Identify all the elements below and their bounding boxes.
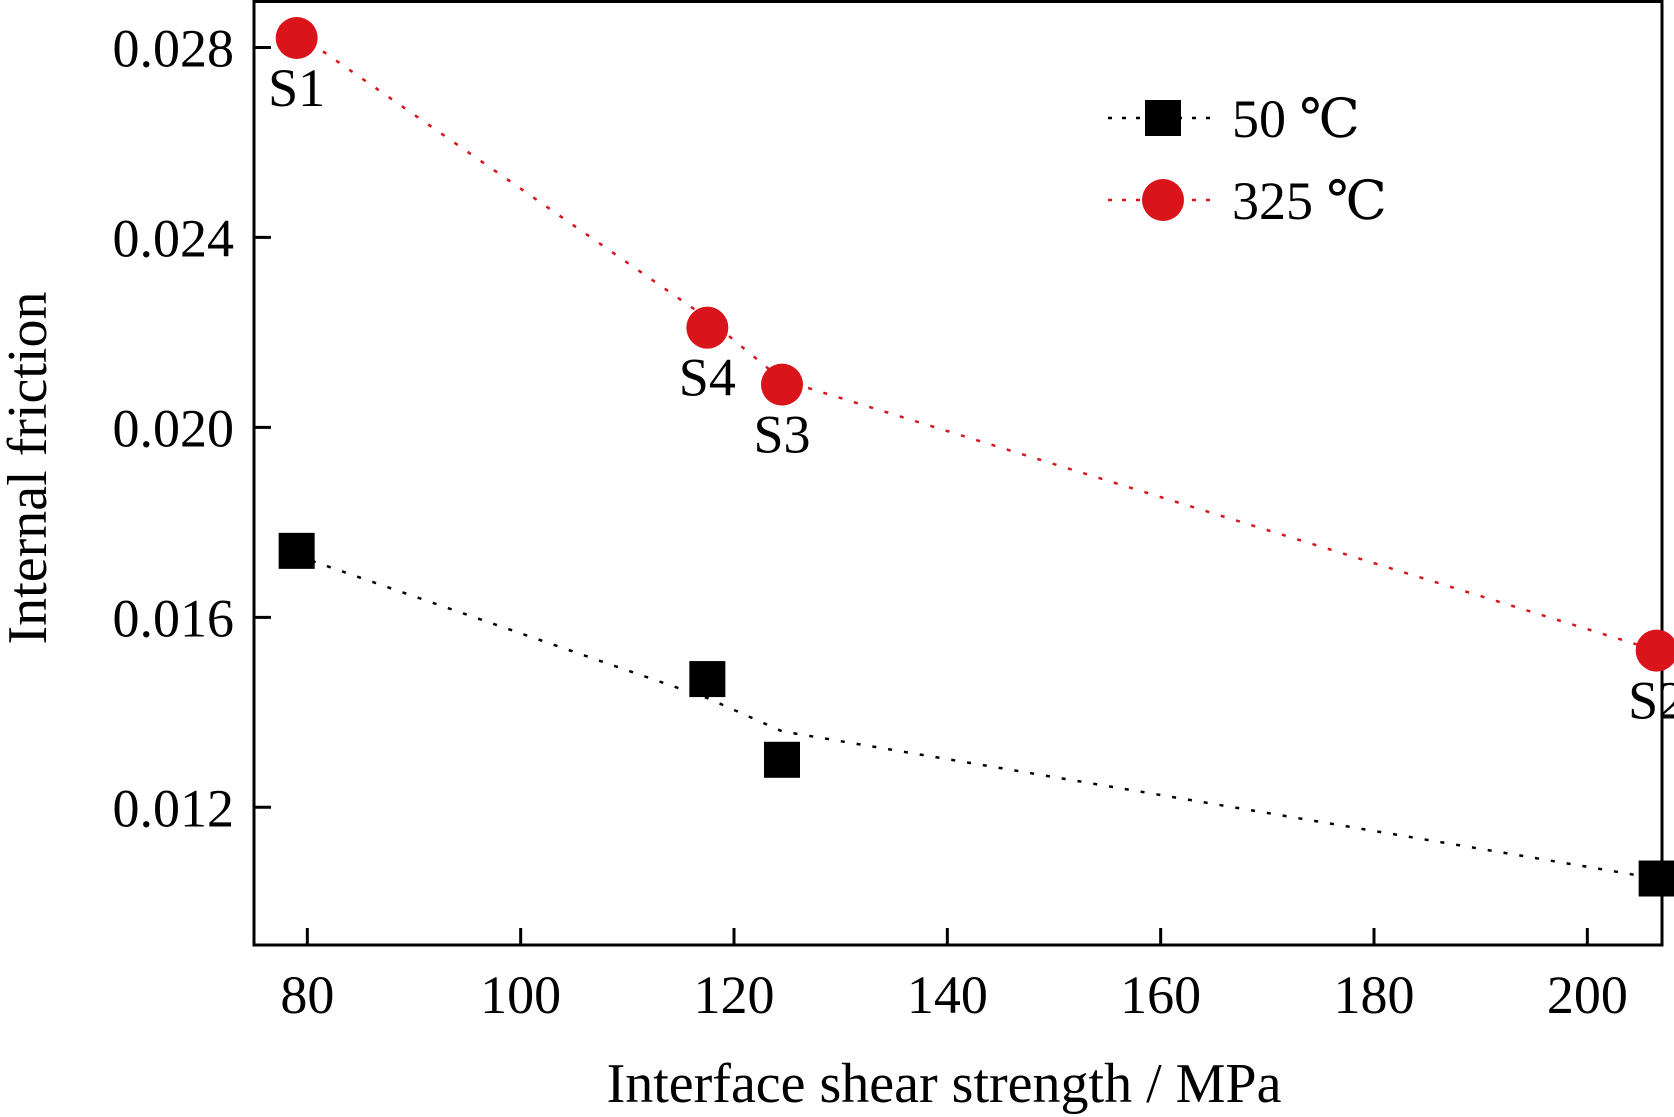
data-points (275, 16, 1674, 897)
y-tick-label: 0.012 (113, 778, 235, 838)
x-tick-label: 200 (1547, 965, 1628, 1025)
y-tick-label: 0.016 (113, 588, 235, 648)
y-tick-label: 0.020 (113, 398, 235, 458)
x-tick-label: 100 (480, 965, 561, 1025)
point-label: S3 (753, 405, 810, 465)
y-tick-label: 0.024 (113, 208, 235, 268)
point-labels: S1 S4 S3 S2 (268, 58, 1674, 731)
data-point-square (1638, 860, 1674, 897)
x-tick-label: 120 (694, 965, 775, 1025)
data-point-square (278, 532, 315, 569)
trend-lines (295, 32, 1658, 880)
plot-frame (252, 0, 1664, 947)
x-tick-label: 140 (907, 965, 988, 1025)
legend-label: 325 ℃ (1232, 171, 1387, 231)
x-tick-label: 180 (1334, 965, 1415, 1025)
data-point-square (689, 661, 726, 698)
data-point-square (764, 741, 800, 778)
trend-line (296, 554, 1657, 880)
y-axis-label: Internal friction (0, 292, 59, 645)
legend-marker-circle (1142, 179, 1184, 221)
data-point-circle (275, 16, 318, 59)
data-point-circle (686, 306, 729, 349)
legend: 50 ℃ 325 ℃ (1108, 89, 1387, 231)
data-point-circle (1635, 629, 1674, 672)
data-point-circle (761, 363, 803, 406)
axes: 80 100 120 140 160 180 200 0.012 0.016 0.020 0.024… (113, 0, 1664, 1025)
legend-marker-square (1145, 100, 1181, 136)
point-label: S2 (1628, 671, 1674, 731)
point-label: S1 (268, 58, 325, 118)
x-tick-label: 160 (1120, 965, 1201, 1025)
legend-label: 50 ℃ (1232, 89, 1360, 149)
point-label: S4 (679, 348, 736, 408)
y-tick-label: 0.028 (113, 18, 235, 78)
trend-line (295, 32, 1658, 652)
x-axis-label: Interface shear strength / MPa (607, 1053, 1282, 1115)
x-tick-label: 80 (280, 965, 334, 1025)
